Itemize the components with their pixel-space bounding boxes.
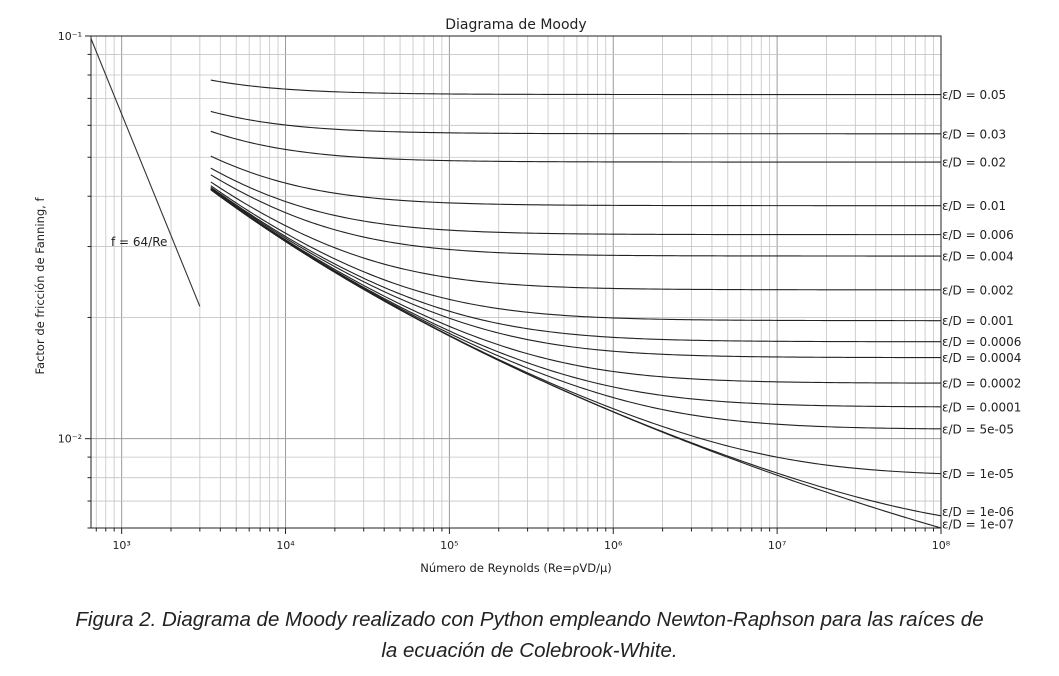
series-labels: ε/D = 0.05 ε/D = 0.03 ε/D = 0.02 ε/D = 0.01… xyxy=(942,88,1021,531)
x-tick-label: 10⁷ xyxy=(768,539,786,552)
x-tick-label: 10⁸ xyxy=(932,539,951,552)
series-line xyxy=(210,188,942,384)
series-label: ε/D = 1e-07 xyxy=(942,518,1014,532)
grid xyxy=(91,35,942,529)
series-line xyxy=(210,189,942,517)
series-line xyxy=(210,79,941,96)
series-label: ε/D = 1e-05 xyxy=(942,467,1014,481)
series-label: ε/D = 5e-05 xyxy=(942,422,1014,436)
series-label: ε/D = 0.03 xyxy=(942,127,1006,141)
series-label: ε/D = 0.001 xyxy=(942,314,1014,328)
series-line xyxy=(210,130,941,163)
series-line xyxy=(210,189,942,529)
x-tick-label: 10⁵ xyxy=(440,539,458,552)
series-label: ε/D = 0.0001 xyxy=(942,400,1021,414)
series-label: ε/D = 0.01 xyxy=(942,199,1006,213)
plot-frame xyxy=(90,35,942,529)
laminar-line xyxy=(90,38,201,307)
series-label: ε/D = 0.0006 xyxy=(942,335,1021,349)
series-line xyxy=(210,181,941,291)
series-line xyxy=(210,187,941,359)
series-line xyxy=(210,185,941,322)
curves xyxy=(90,38,942,529)
series-line xyxy=(210,110,941,135)
caption-line-2: la ecuación de Colebrook-White. xyxy=(381,639,678,662)
y-tick-label: 10⁻² xyxy=(58,433,82,446)
x-tick-label: 10³ xyxy=(112,539,130,552)
ticks: 10³ 10⁴ 10⁵ 10⁶ 10⁷ 10⁸ 10⁻² 10⁻¹ xyxy=(58,30,951,552)
series-label: ε/D = 0.02 xyxy=(942,156,1006,170)
series-label: ε/D = 0.004 xyxy=(942,250,1014,264)
caption-line-1: Figura 2. Diagrama de Moody realizado co… xyxy=(75,608,984,631)
x-tick-label: 10⁴ xyxy=(276,539,295,552)
y-axis-label: Factor de fricción de Fanning, f xyxy=(33,197,47,375)
series-label: ε/D = 1e-06 xyxy=(942,505,1014,519)
y-tick-label: 10⁻¹ xyxy=(58,30,82,43)
series-line xyxy=(210,186,941,343)
series-label: ε/D = 0.002 xyxy=(942,283,1014,297)
series-label: ε/D = 0.006 xyxy=(942,228,1014,242)
figure-caption: Figura 2. Diagrama de Moody realizado co… xyxy=(0,604,1059,666)
series-line xyxy=(210,174,941,257)
x-axis-label: Número de Reynolds (Re=ρVD/μ) xyxy=(420,561,612,575)
series-line xyxy=(210,189,942,475)
series-line xyxy=(210,167,942,236)
laminar-label: f = 64/Re xyxy=(111,235,167,249)
series-line xyxy=(210,155,941,207)
chart-title: Diagrama de Moody xyxy=(445,17,586,33)
series-label: ε/D = 0.0002 xyxy=(942,377,1021,391)
series-label: ε/D = 0.0004 xyxy=(942,351,1021,365)
series-line xyxy=(210,188,942,408)
x-tick-label: 10⁶ xyxy=(604,539,623,552)
series-label: ε/D = 0.05 xyxy=(942,88,1006,102)
